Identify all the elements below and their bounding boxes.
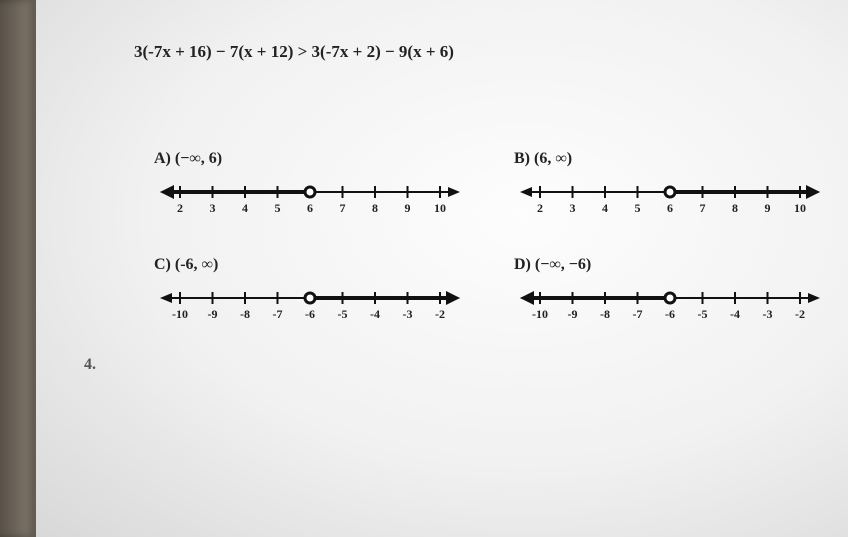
svg-text:-2: -2: [435, 307, 445, 321]
svg-text:3: 3: [210, 201, 216, 215]
svg-text:4: 4: [602, 201, 608, 215]
option-d-number-line: -10 -9 -8 -7 -6 -5 -4 -3 -2: [520, 278, 820, 338]
svg-text:-6: -6: [305, 307, 315, 321]
option-d-label: D) (−∞, −6): [514, 256, 591, 274]
svg-text:10: 10: [794, 201, 806, 215]
svg-text:-4: -4: [730, 307, 740, 321]
book-spine-edge: [0, 0, 36, 537]
svg-text:2: 2: [177, 201, 183, 215]
svg-text:-7: -7: [633, 307, 643, 321]
option-c-label: C) (-6, ∞): [154, 256, 218, 274]
svg-text:-6: -6: [665, 307, 675, 321]
svg-text:-3: -3: [763, 307, 773, 321]
svg-text:-4: -4: [370, 307, 380, 321]
svg-text:-3: -3: [403, 307, 413, 321]
svg-text:4: 4: [242, 201, 248, 215]
svg-text:6: 6: [667, 201, 673, 215]
svg-text:6: 6: [307, 201, 313, 215]
svg-text:-8: -8: [600, 307, 610, 321]
svg-text:-10: -10: [172, 307, 188, 321]
svg-text:3: 3: [570, 201, 576, 215]
option-a-number-line: 2 3 4 5 6 7 8 9 10: [160, 172, 460, 232]
svg-text:-9: -9: [208, 307, 218, 321]
option-c-number-line: -10 -9 -8 -7 -6 -5 -4 -3 -2: [160, 278, 460, 338]
page-background: 3(-7x + 16) − 7(x + 12) > 3(-7x + 2) − 9…: [36, 0, 848, 537]
question-number: 4.: [84, 356, 96, 374]
svg-text:5: 5: [635, 201, 641, 215]
svg-text:9: 9: [405, 201, 411, 215]
svg-text:-5: -5: [698, 307, 708, 321]
option-b-label: B) (6, ∞): [514, 150, 572, 168]
option-b-number-line: 2 3 4 5 6 7 8 9 10: [520, 172, 820, 232]
svg-text:7: 7: [700, 201, 706, 215]
svg-text:-5: -5: [338, 307, 348, 321]
option-a-label: A) (−∞, 6): [154, 150, 222, 168]
svg-text:10: 10: [434, 201, 446, 215]
svg-text:-9: -9: [568, 307, 578, 321]
svg-text:7: 7: [340, 201, 346, 215]
svg-text:-8: -8: [240, 307, 250, 321]
svg-text:5: 5: [275, 201, 281, 215]
svg-text:-7: -7: [273, 307, 283, 321]
inequality-expression: 3(-7x + 16) − 7(x + 12) > 3(-7x + 2) − 9…: [134, 42, 454, 62]
svg-text:8: 8: [372, 201, 378, 215]
svg-text:2: 2: [537, 201, 543, 215]
svg-text:-10: -10: [532, 307, 548, 321]
svg-text:9: 9: [765, 201, 771, 215]
svg-text:8: 8: [732, 201, 738, 215]
svg-text:-2: -2: [795, 307, 805, 321]
